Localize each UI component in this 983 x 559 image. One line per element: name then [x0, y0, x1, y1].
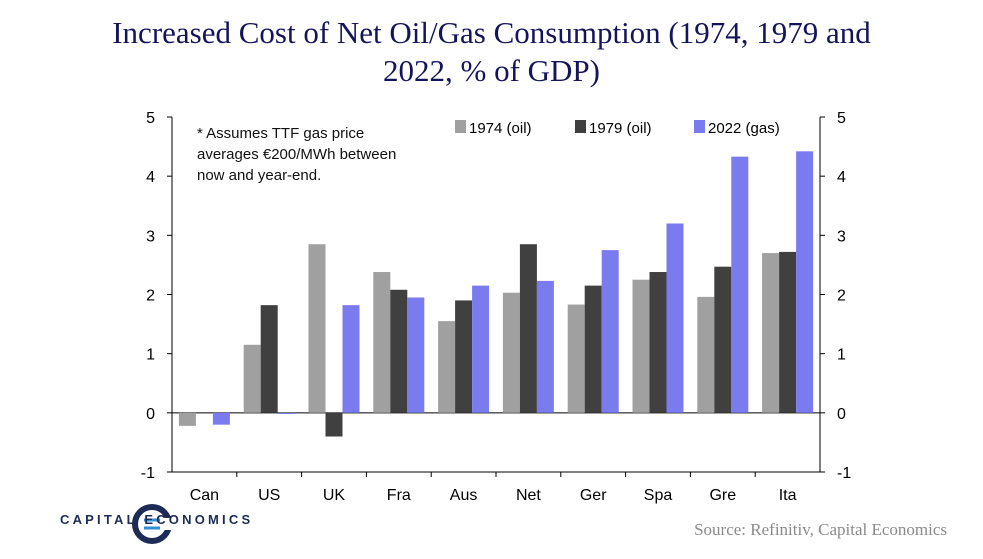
- x-tick-label: Aus: [450, 487, 478, 504]
- bar-1979-oil-ita: [779, 251, 797, 413]
- bar-2022-gas-can: [212, 412, 230, 425]
- y-tick-label-left: 3: [146, 228, 155, 245]
- bar-2022-gas-fra: [407, 297, 425, 413]
- bar-2022-gas-net: [536, 280, 554, 413]
- y-tick-label-left: 4: [146, 169, 155, 186]
- y-tick-label-right: 3: [837, 228, 846, 245]
- x-tick-label: Fra: [387, 487, 411, 504]
- annotation-line: averages €200/MWh between: [197, 146, 396, 163]
- y-tick-label-left: 2: [146, 288, 155, 305]
- bar-1974-oil-spa: [632, 279, 650, 413]
- y-tick-label-right: 5: [837, 110, 846, 127]
- x-tick-label: Net: [516, 487, 541, 504]
- legend-swatch-2: [575, 120, 586, 133]
- bar-1979-oil-fra: [390, 289, 408, 413]
- bar-1979-oil-aus: [455, 300, 473, 413]
- legend-label-3: 2022 (gas): [708, 120, 780, 137]
- chart-title-line-1: Increased Cost of Net Oil/Gas Consumptio…: [112, 15, 871, 50]
- x-tick-label: Spa: [644, 487, 673, 504]
- legend-swatch-3: [694, 120, 705, 133]
- bar-1974-oil-us: [243, 344, 261, 413]
- x-tick-label: Can: [190, 487, 219, 504]
- bar-1974-oil-gre: [697, 296, 715, 413]
- logo-text: CAPITAL ECONOMICS: [60, 512, 254, 527]
- capital-economics-logo-icon: [132, 504, 174, 544]
- y-tick-label-left: 0: [146, 406, 155, 423]
- source-note: Source: Refinitiv, Capital Economics: [694, 520, 947, 539]
- bar-1974-oil-uk: [308, 244, 326, 413]
- bar-1979-oil-gre: [714, 266, 732, 413]
- x-tick-label: UK: [323, 487, 346, 504]
- annotation-line: * Assumes TTF gas price: [197, 125, 364, 142]
- y-tick-label-right: 2: [837, 288, 846, 305]
- bar-1979-oil-spa: [649, 272, 667, 413]
- legend-label-1: 1974 (oil): [469, 120, 532, 137]
- bar-1974-oil-ita: [762, 253, 780, 413]
- y-tick-label-right: 4: [837, 169, 846, 186]
- bar-2022-gas-aus: [472, 285, 490, 413]
- y-tick-label-right: -1: [837, 465, 851, 482]
- bar-2022-gas-ita: [796, 151, 814, 413]
- bar-1979-oil-us: [260, 305, 278, 413]
- x-tick-label: Gre: [709, 487, 736, 504]
- chart-title-line-2: 2022, % of GDP): [383, 53, 600, 88]
- legend-label-2: 1979 (oil): [589, 120, 652, 137]
- bar-1974-oil-can: [178, 412, 196, 426]
- y-tick-label-left: -1: [141, 465, 155, 482]
- chart-title: Increased Cost of Net Oil/Gas Consumptio…: [0, 14, 983, 90]
- annotation-line: now and year-end.: [197, 167, 321, 184]
- bar-2022-gas-ger: [601, 250, 619, 413]
- y-tick-label-left: 5: [146, 110, 155, 127]
- bar-1974-oil-ger: [567, 304, 585, 413]
- bar-1979-oil-ger: [584, 285, 602, 413]
- bar-2022-gas-us: [277, 412, 295, 415]
- bar-1974-oil-aus: [438, 321, 456, 413]
- x-tick-label: Ita: [779, 487, 797, 504]
- bar-2022-gas-spa: [666, 223, 684, 413]
- bar-1974-oil-fra: [373, 272, 391, 413]
- bar-1979-oil-uk: [325, 412, 343, 437]
- bar-2022-gas-gre: [731, 156, 749, 413]
- x-tick-label: Ger: [580, 487, 607, 504]
- y-tick-label-right: 1: [837, 347, 846, 364]
- bar-1979-oil-net: [519, 244, 537, 413]
- x-tick-label: US: [258, 487, 280, 504]
- bar-1974-oil-net: [502, 292, 520, 413]
- bar-2022-gas-uk: [342, 305, 360, 413]
- y-tick-label-right: 0: [837, 406, 846, 423]
- y-tick-label-left: 1: [146, 347, 155, 364]
- legend-swatch-1: [455, 120, 466, 133]
